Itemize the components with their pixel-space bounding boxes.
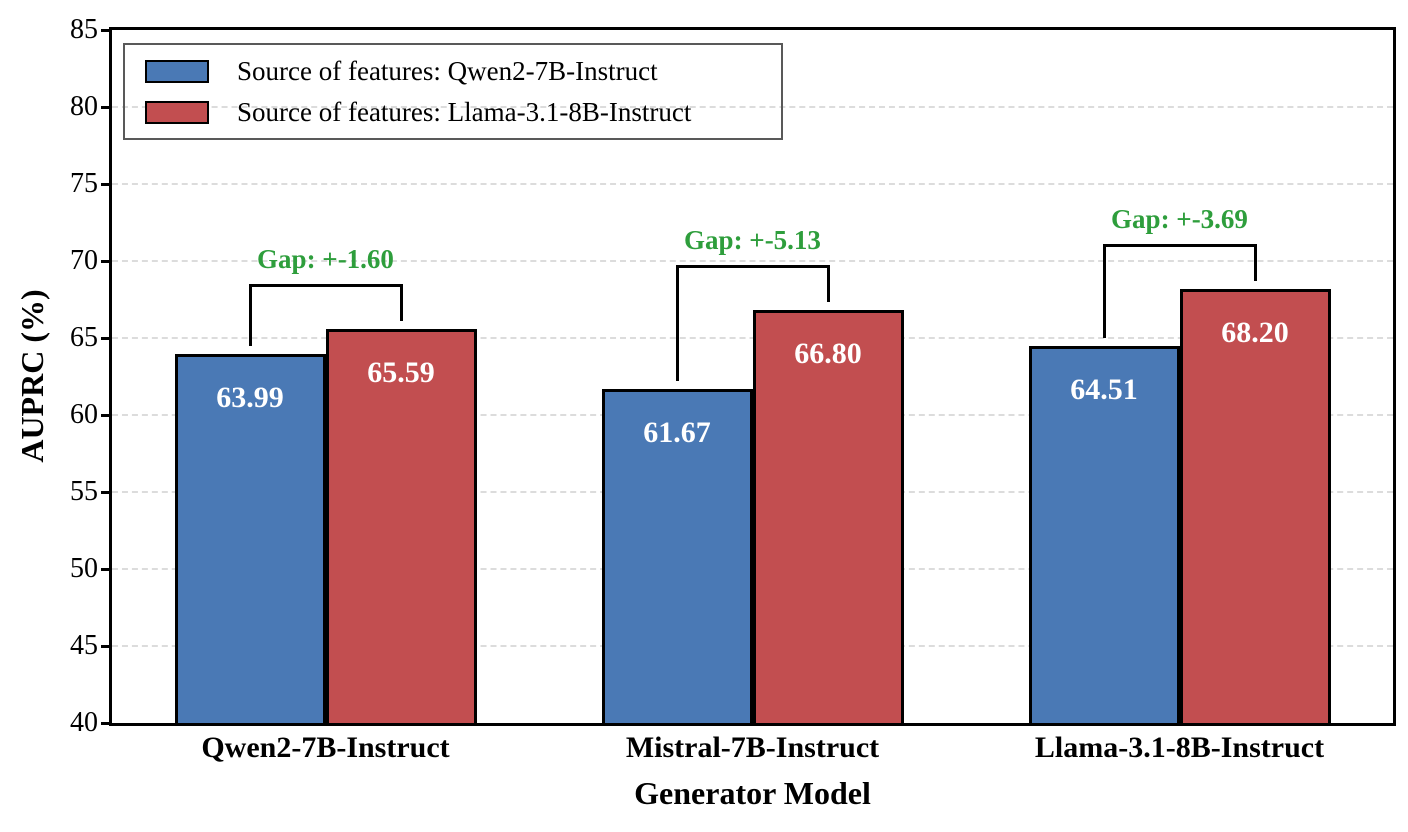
gap-bracket-right-leg — [1253, 246, 1257, 281]
y-tick-mark — [101, 182, 112, 186]
y-tick-mark — [101, 721, 112, 725]
gridline — [112, 106, 1393, 108]
gap-bracket-left-leg — [675, 268, 679, 382]
legend-label: Source of features: Llama-3.1-8B-Instruc… — [237, 97, 692, 127]
y-tick-label: 55 — [70, 476, 98, 507]
y-tick-label: 75 — [70, 168, 98, 199]
y-tick-mark — [101, 413, 112, 417]
gap-bracket-top — [675, 265, 830, 269]
y-tick-mark — [101, 490, 112, 494]
y-tick-label: 85 — [70, 14, 98, 45]
x-axis-title: Generator Model — [634, 775, 871, 811]
bar-value-label: 63.99 — [216, 380, 284, 414]
y-tick-label: 40 — [70, 707, 98, 738]
y-tick-label: 65 — [70, 322, 98, 353]
y-tick-label: 50 — [70, 553, 98, 584]
bar — [1179, 288, 1331, 723]
bar-value-label: 66.80 — [794, 337, 862, 371]
y-tick-label: 70 — [70, 245, 98, 276]
bar-value-label: 61.67 — [643, 416, 711, 450]
bar — [1028, 345, 1180, 723]
gap-label: Gap: +-1.60 — [257, 243, 394, 274]
gap-bracket-left-leg — [1102, 246, 1106, 338]
legend-swatch-icon — [145, 100, 209, 124]
bar-value-label: 68.20 — [1221, 315, 1289, 349]
y-tick-mark — [101, 336, 112, 340]
gap-label: Gap: +-5.13 — [684, 225, 821, 256]
x-tick-label: Mistral-7B-Instruct — [625, 731, 880, 764]
y-tick-mark — [101, 644, 112, 648]
bar — [601, 389, 753, 723]
y-tick-mark — [101, 259, 112, 263]
legend-label: Source of features: Qwen2-7B-Instruct — [237, 56, 658, 86]
legend-item: Source of features: Qwen2-7B-Instruct — [145, 56, 781, 86]
gridline — [112, 183, 1393, 185]
gap-bracket-right-leg — [826, 268, 830, 303]
bar — [752, 310, 904, 723]
y-tick-mark — [101, 567, 112, 571]
y-tick-label: 60 — [70, 399, 98, 430]
gap-label: Gap: +-3.69 — [1111, 203, 1248, 234]
gap-bracket-left-leg — [248, 286, 252, 346]
x-tick-label: Qwen2-7B-Instruct — [201, 731, 450, 764]
gap-bracket-top — [1102, 243, 1257, 247]
bar-value-label: 65.59 — [367, 355, 435, 389]
bar — [325, 328, 477, 723]
x-tick-label: Llama-3.1-8B-Instruct — [1034, 731, 1325, 764]
legend: Source of features: Qwen2-7B-Instruct Sou… — [123, 43, 783, 140]
gridline — [112, 260, 1393, 262]
bar — [174, 353, 326, 723]
y-tick-label: 45 — [70, 630, 98, 661]
gap-bracket-right-leg — [399, 286, 403, 321]
y-tick-label: 80 — [70, 91, 98, 122]
legend-swatch-icon — [145, 59, 209, 83]
plot-area — [109, 27, 1396, 726]
y-tick-mark — [101, 28, 112, 32]
y-tick-mark — [101, 105, 112, 109]
legend-item: Source of features: Llama-3.1-8B-Instruc… — [145, 97, 781, 127]
bar-value-label: 64.51 — [1070, 372, 1138, 406]
gap-bracket-top — [248, 283, 403, 287]
